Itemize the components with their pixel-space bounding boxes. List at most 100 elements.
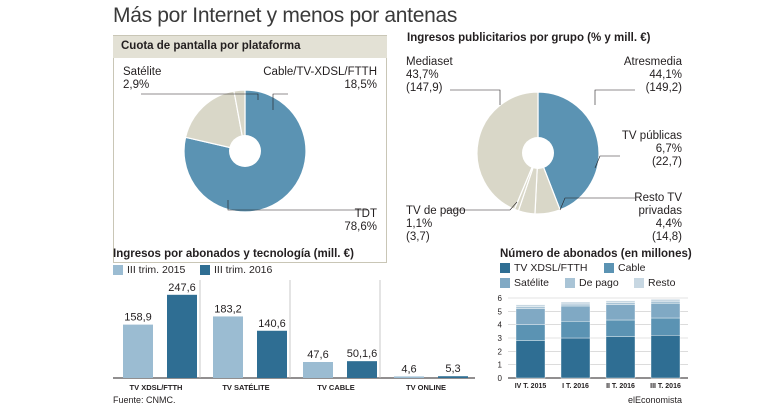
- pie2-value-atresmedia: 44,1%: [649, 69, 682, 81]
- pie2-slice-4: [476, 91, 539, 211]
- bar1-data-label: 47,6: [307, 349, 328, 361]
- bar2-segment: [515, 340, 546, 379]
- legend-swatch: [500, 278, 510, 288]
- bar1-chart: 158,9 247,6 TV XDSL/FTTH 183,2 140,6 TV SATÉL…: [113, 280, 475, 392]
- bar2-ytick-label: 0: [498, 374, 503, 383]
- bar2-segment: [650, 299, 681, 302]
- bar2-segment: [605, 319, 636, 337]
- pie1-value-cable: 18,5%: [344, 79, 377, 91]
- legend-swatch: [565, 278, 575, 288]
- bar2-legend-xdsl: TV XDSL/FTTH: [500, 262, 588, 274]
- bar1-bar: [438, 376, 468, 378]
- bar2-segment: [560, 321, 591, 339]
- bar1-bar: [167, 294, 197, 378]
- bar1-legend-2016: III trim. 2016: [200, 264, 272, 276]
- bar1-category-label: TV ONLINE: [406, 383, 446, 392]
- pie2-hole: [522, 137, 554, 169]
- pie2-amount-atresmedia: (149,2): [645, 82, 682, 94]
- page-title: Más por Internet y menos por antenas: [113, 4, 458, 27]
- pie1-value-satelite: 2,9%: [123, 79, 150, 91]
- leader-tvdepago: [445, 201, 518, 211]
- leader-tvpublicas: [594, 155, 620, 169]
- pie2-value-tvdepago: 1,1%: [406, 218, 433, 230]
- pie2-leaders: [445, 89, 635, 211]
- bar2-segment: [650, 301, 681, 304]
- pie1-leaders: [141, 93, 368, 211]
- bar1-bar: [213, 316, 243, 378]
- bar1-data-label: 247,6: [168, 282, 196, 294]
- brand-logo: elEconomista: [627, 395, 682, 405]
- pie2-amount-mediaset: (147,9): [406, 82, 443, 94]
- bar2-segment: [650, 335, 681, 379]
- pie2-label-mediaset: Mediaset: [406, 56, 453, 68]
- pie1-chart: [183, 89, 307, 213]
- leader-cable: [272, 93, 288, 110]
- legend-swatch: [604, 263, 614, 273]
- panel-1-border: [113, 35, 387, 263]
- bar2-ytick-label: 1: [498, 361, 503, 370]
- legend-swatch: [500, 263, 510, 273]
- bar2-ytick-label: 5: [498, 307, 503, 316]
- bar2-segment: [515, 324, 546, 341]
- pie1-title: Cuota de pantalla por plataforma: [121, 40, 301, 52]
- legend-label: De pago: [579, 277, 619, 289]
- bar2-segment: [560, 337, 591, 379]
- bar2-ytick-label: 4: [498, 321, 503, 330]
- bar1-category-label: TV XDSL/FTTH: [130, 383, 183, 392]
- bar1-bar: [394, 376, 424, 378]
- bar2-legend-resto: Resto: [634, 277, 675, 289]
- legend-label: Resto: [648, 277, 676, 289]
- bar1-bar: [347, 361, 377, 378]
- pie2-label-tvpublicas: TV públicas: [621, 130, 682, 142]
- leader-atresmedia: [594, 89, 635, 105]
- legend-swatch: [634, 278, 644, 288]
- pie2-slice-0: [537, 91, 600, 211]
- legend-label: III trim. 2015: [127, 264, 186, 276]
- bar2-segment: [560, 303, 591, 307]
- legend-label: Satélite: [514, 277, 550, 289]
- pie2-value-resto: 4,4%: [655, 218, 682, 230]
- bar1-data-label: 4,6: [401, 363, 416, 375]
- bar1-bar: [303, 362, 333, 378]
- source-note: Fuente: CNMC.: [113, 395, 176, 405]
- pie2-amount-tvdepago: (3,7): [406, 231, 430, 243]
- bar1-data-label: 183,2: [214, 303, 242, 315]
- pie2-chart: [476, 91, 600, 215]
- bar2-category-label: I T. 2016: [562, 383, 589, 390]
- legend-label: III trim. 2016: [214, 264, 273, 276]
- pie1-label-cable: Cable/TV-XDSL/FTTH: [263, 66, 377, 78]
- bar2-segment: [605, 302, 636, 305]
- bar1-category-label: TV SATÉLITE: [222, 383, 269, 392]
- bar2-segment: [650, 303, 681, 319]
- bar2-category-label: III T. 2016: [650, 383, 681, 390]
- bar1-bar: [257, 330, 287, 378]
- leader-resto: [559, 197, 635, 211]
- legend-label: Cable: [618, 262, 646, 274]
- panel-1-header: [113, 36, 387, 58]
- legend-swatch: [200, 265, 210, 275]
- bar2-segment: [650, 317, 681, 336]
- leader-tdt: [227, 200, 368, 211]
- pie2-label-resto: Resto TV privadas: [634, 192, 682, 217]
- pie1-hole: [229, 135, 261, 167]
- bar2-segment: [605, 304, 636, 321]
- bar2-ytick-label: 6: [498, 294, 503, 303]
- bar1-category-label: TV CABLE: [317, 383, 355, 392]
- bar1-data-label: 50,1,6: [347, 348, 378, 360]
- pie1-label-satelite: Satélite: [123, 66, 162, 78]
- bar2-segment: [515, 308, 546, 325]
- bar2-ytick-label: 3: [498, 334, 503, 343]
- bar2-segment: [560, 305, 591, 322]
- bar2-category-label: II T. 2016: [606, 383, 635, 390]
- bar2-segment: [515, 306, 546, 309]
- bar2-segment: [605, 300, 636, 303]
- pie1-label-tdt: TDT: [354, 208, 377, 220]
- panel-1-frame: [113, 35, 387, 263]
- bar2-legend-depago: De pago: [565, 277, 619, 289]
- bar2-legend-satelite: Satélite: [500, 277, 549, 289]
- bar2-chart: 0 1 2 3 4 5 6 IV T. 2015 I T. 2016 II T. 2016 III …: [498, 294, 688, 390]
- pie2-label-atresmedia: Atresmedia: [623, 56, 682, 68]
- bar2-ytick-label: 2: [498, 347, 503, 356]
- leader-mediaset: [450, 89, 501, 105]
- pie2-amount-tvpublicas: (22,7): [651, 156, 682, 168]
